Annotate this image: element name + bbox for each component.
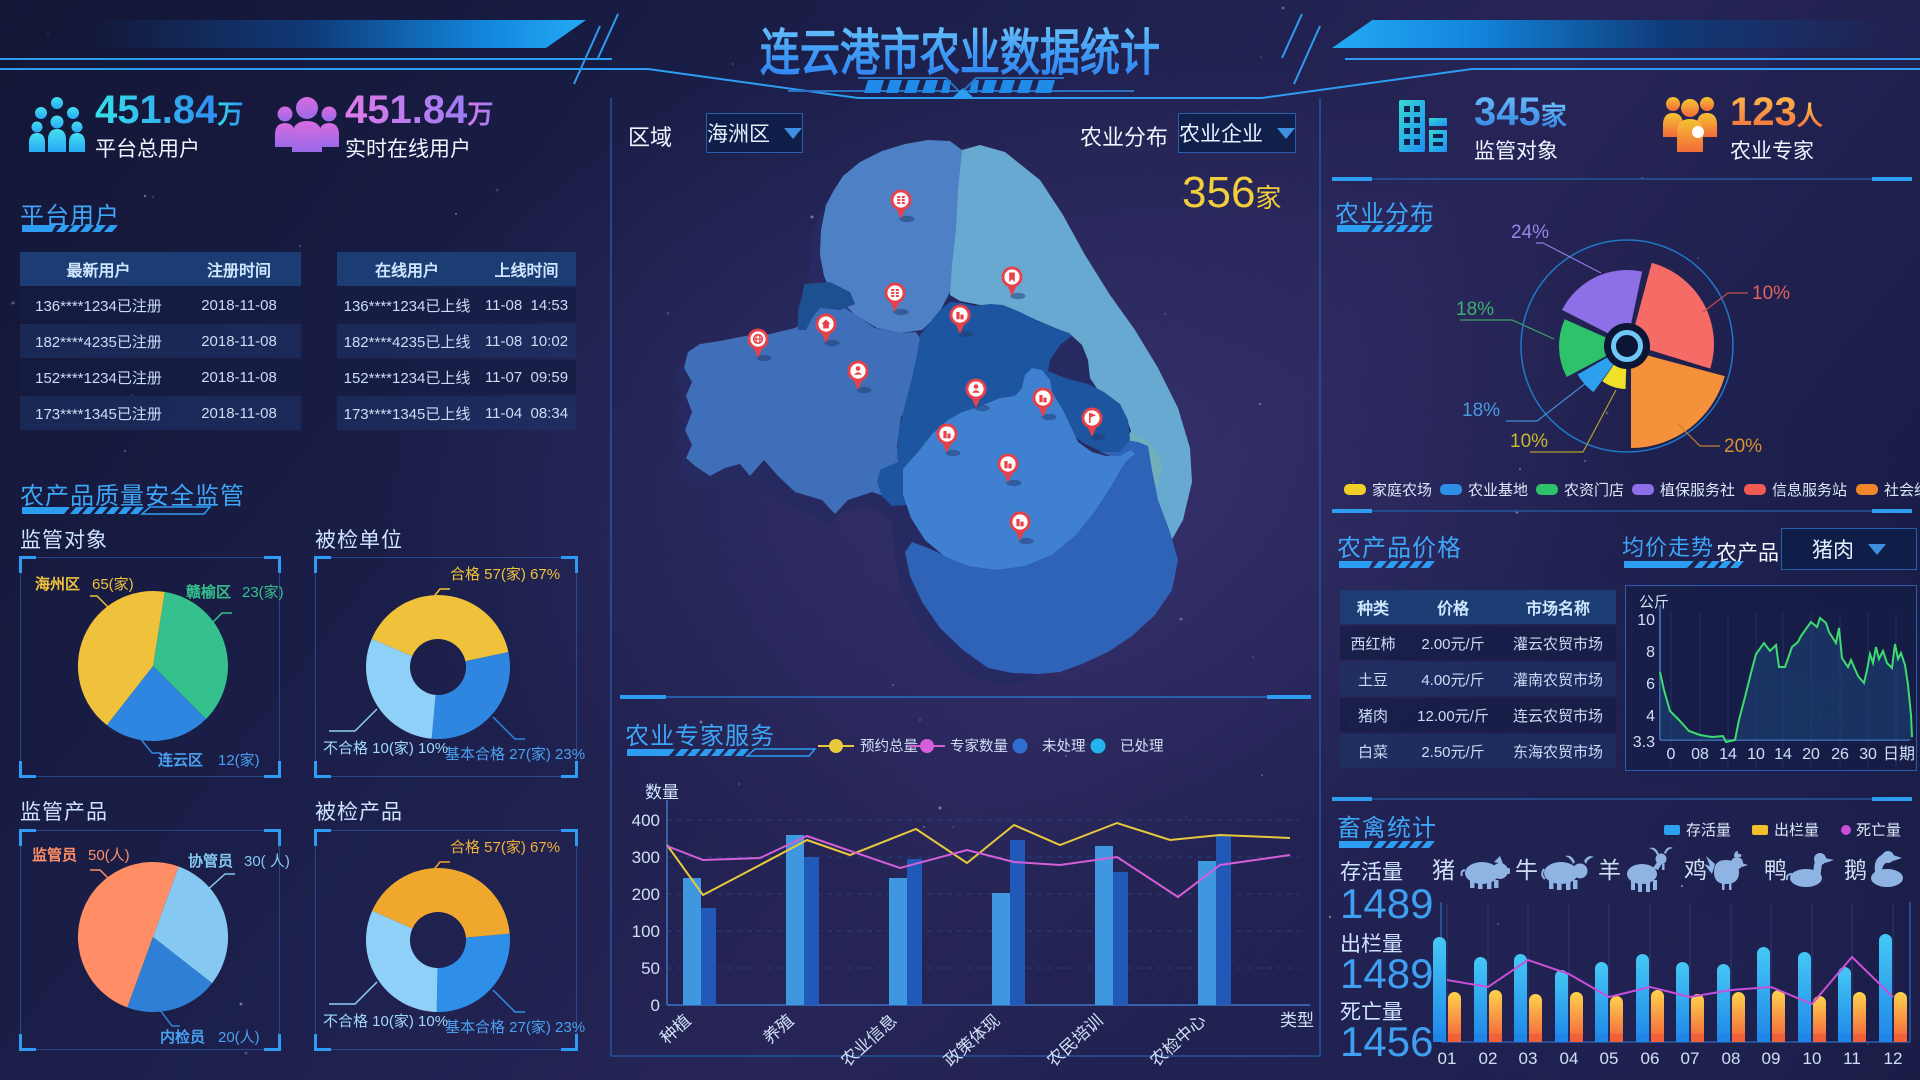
svg-text:鹅: 鹅 bbox=[1844, 857, 1867, 883]
svg-text:存活量: 存活量 bbox=[1686, 822, 1731, 839]
svg-text:02: 02 bbox=[1479, 1049, 1498, 1068]
svg-text:26: 26 bbox=[1831, 746, 1849, 763]
svg-text:6: 6 bbox=[1646, 676, 1655, 693]
svg-text:24%: 24% bbox=[1511, 222, 1549, 243]
svg-text:牛: 牛 bbox=[1515, 857, 1538, 883]
svg-text:类型: 类型 bbox=[1280, 1011, 1314, 1030]
svg-text:12(家): 12(家) bbox=[218, 752, 260, 769]
svg-text:政策体现: 政策体现 bbox=[940, 1011, 1003, 1071]
svg-text:300: 300 bbox=[632, 848, 660, 867]
svg-text:11: 11 bbox=[1843, 1049, 1861, 1068]
svg-text:05: 05 bbox=[1600, 1049, 1619, 1068]
svg-text:200: 200 bbox=[632, 885, 660, 904]
svg-text:死亡量: 死亡量 bbox=[1856, 822, 1901, 839]
svg-text:基本合格 27(家) 23%: 基本合格 27(家) 23% bbox=[445, 1019, 585, 1036]
svg-text:鸭: 鸭 bbox=[1764, 857, 1787, 883]
svg-text:10: 10 bbox=[1747, 746, 1765, 763]
svg-text:鸡: 鸡 bbox=[1684, 857, 1707, 883]
svg-text:社会组织: 社会组织 bbox=[1884, 482, 1920, 499]
svg-text:羊: 羊 bbox=[1598, 857, 1621, 883]
svg-text:未处理: 未处理 bbox=[1042, 738, 1086, 755]
svg-text:专家数量: 专家数量 bbox=[950, 738, 1008, 755]
svg-text:20(人): 20(人) bbox=[218, 1029, 260, 1046]
svg-text:预约总量: 预约总量 bbox=[860, 738, 918, 755]
svg-text:30( 人): 30( 人) bbox=[244, 853, 290, 870]
svg-text:20%: 20% bbox=[1724, 436, 1762, 457]
svg-text:农业信息: 农业信息 bbox=[837, 1011, 900, 1071]
svg-text:18%: 18% bbox=[1456, 299, 1494, 320]
svg-text:04: 04 bbox=[1560, 1049, 1579, 1068]
svg-text:14: 14 bbox=[1719, 746, 1737, 763]
svg-text:08: 08 bbox=[1722, 1049, 1741, 1068]
svg-text:农民培训: 农民培训 bbox=[1043, 1011, 1106, 1071]
svg-text:日期: 日期 bbox=[1883, 745, 1915, 763]
svg-text:已处理: 已处理 bbox=[1120, 738, 1164, 755]
svg-text:20: 20 bbox=[1802, 746, 1820, 763]
svg-text:植保服务社: 植保服务社 bbox=[1660, 482, 1735, 499]
svg-text:18%: 18% bbox=[1462, 400, 1500, 421]
svg-text:出栏量: 出栏量 bbox=[1774, 822, 1819, 839]
svg-text:农资门店: 农资门店 bbox=[1564, 482, 1624, 499]
svg-text:连云区: 连云区 bbox=[158, 751, 203, 769]
svg-text:50: 50 bbox=[641, 959, 660, 978]
svg-text:种植: 种植 bbox=[657, 1011, 695, 1048]
svg-text:农业基地: 农业基地 bbox=[1468, 482, 1528, 499]
svg-text:0: 0 bbox=[1667, 746, 1676, 763]
svg-text:基本合格 27(家) 23%: 基本合格 27(家) 23% bbox=[445, 746, 585, 763]
svg-text:合格 57(家) 67%: 合格 57(家) 67% bbox=[450, 839, 560, 856]
svg-text:30: 30 bbox=[1859, 746, 1877, 763]
svg-text:信息服务站: 信息服务站 bbox=[1772, 482, 1847, 499]
svg-text:10: 10 bbox=[1803, 1049, 1822, 1068]
svg-text:农检中心: 农检中心 bbox=[1146, 1011, 1209, 1071]
svg-text:400: 400 bbox=[632, 811, 660, 830]
svg-text:12: 12 bbox=[1884, 1049, 1903, 1068]
svg-text:10: 10 bbox=[1637, 612, 1655, 629]
svg-text:09: 09 bbox=[1762, 1049, 1781, 1068]
svg-text:0: 0 bbox=[651, 996, 660, 1015]
svg-text:不合格 10(家) 10%: 不合格 10(家) 10% bbox=[323, 1013, 448, 1030]
svg-text:8: 8 bbox=[1646, 644, 1655, 661]
svg-text:公斤: 公斤 bbox=[1639, 594, 1669, 611]
svg-text:03: 03 bbox=[1519, 1049, 1538, 1068]
svg-text:养殖: 养殖 bbox=[760, 1011, 798, 1048]
svg-text:100: 100 bbox=[632, 922, 660, 941]
svg-text:不合格 10(家) 10%: 不合格 10(家) 10% bbox=[323, 740, 448, 757]
svg-text:4: 4 bbox=[1646, 708, 1655, 725]
svg-text:海州区: 海州区 bbox=[35, 575, 80, 593]
svg-text:65(家): 65(家) bbox=[92, 576, 134, 593]
svg-text:50(人): 50(人) bbox=[88, 847, 130, 864]
svg-text:10%: 10% bbox=[1752, 283, 1790, 304]
svg-text:3.3: 3.3 bbox=[1633, 734, 1655, 751]
svg-text:06: 06 bbox=[1641, 1049, 1660, 1068]
svg-text:猪: 猪 bbox=[1432, 857, 1455, 883]
svg-text:赣榆区: 赣榆区 bbox=[186, 583, 231, 601]
svg-text:01: 01 bbox=[1438, 1049, 1457, 1068]
svg-text:协管员: 协管员 bbox=[188, 852, 233, 870]
svg-text:监管员: 监管员 bbox=[32, 846, 77, 864]
svg-text:10%: 10% bbox=[1510, 431, 1548, 452]
svg-text:08: 08 bbox=[1691, 746, 1709, 763]
svg-text:内检员: 内检员 bbox=[160, 1028, 205, 1046]
svg-text:07: 07 bbox=[1681, 1049, 1700, 1068]
svg-text:家庭农场: 家庭农场 bbox=[1372, 482, 1432, 499]
svg-text:14: 14 bbox=[1774, 746, 1792, 763]
svg-text:合格 57(家) 67%: 合格 57(家) 67% bbox=[450, 566, 560, 583]
svg-text:23(家): 23(家) bbox=[242, 584, 284, 601]
